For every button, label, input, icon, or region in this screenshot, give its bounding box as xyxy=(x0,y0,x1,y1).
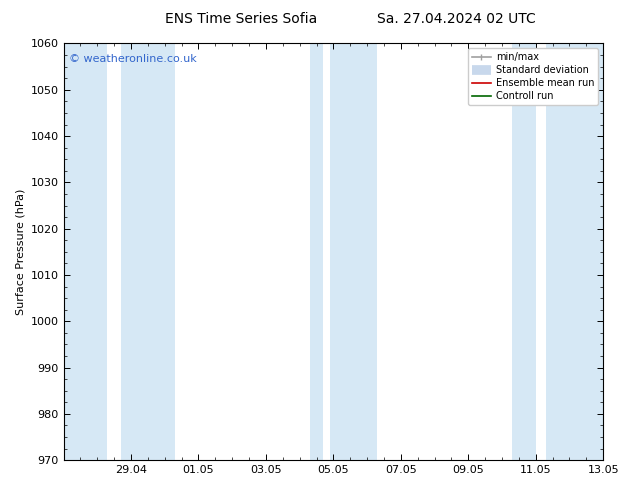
Bar xyxy=(330,44,377,460)
Bar xyxy=(121,44,175,460)
Text: ENS Time Series Sofia: ENS Time Series Sofia xyxy=(165,12,317,26)
Bar xyxy=(512,44,536,460)
Text: Sa. 27.04.2024 02 UTC: Sa. 27.04.2024 02 UTC xyxy=(377,12,536,26)
Bar xyxy=(546,44,603,460)
Bar xyxy=(310,44,323,460)
Y-axis label: Surface Pressure (hPa): Surface Pressure (hPa) xyxy=(15,189,25,315)
Bar xyxy=(63,44,107,460)
Text: © weatheronline.co.uk: © weatheronline.co.uk xyxy=(69,54,197,64)
Legend: min/max, Standard deviation, Ensemble mean run, Controll run: min/max, Standard deviation, Ensemble me… xyxy=(468,49,598,105)
